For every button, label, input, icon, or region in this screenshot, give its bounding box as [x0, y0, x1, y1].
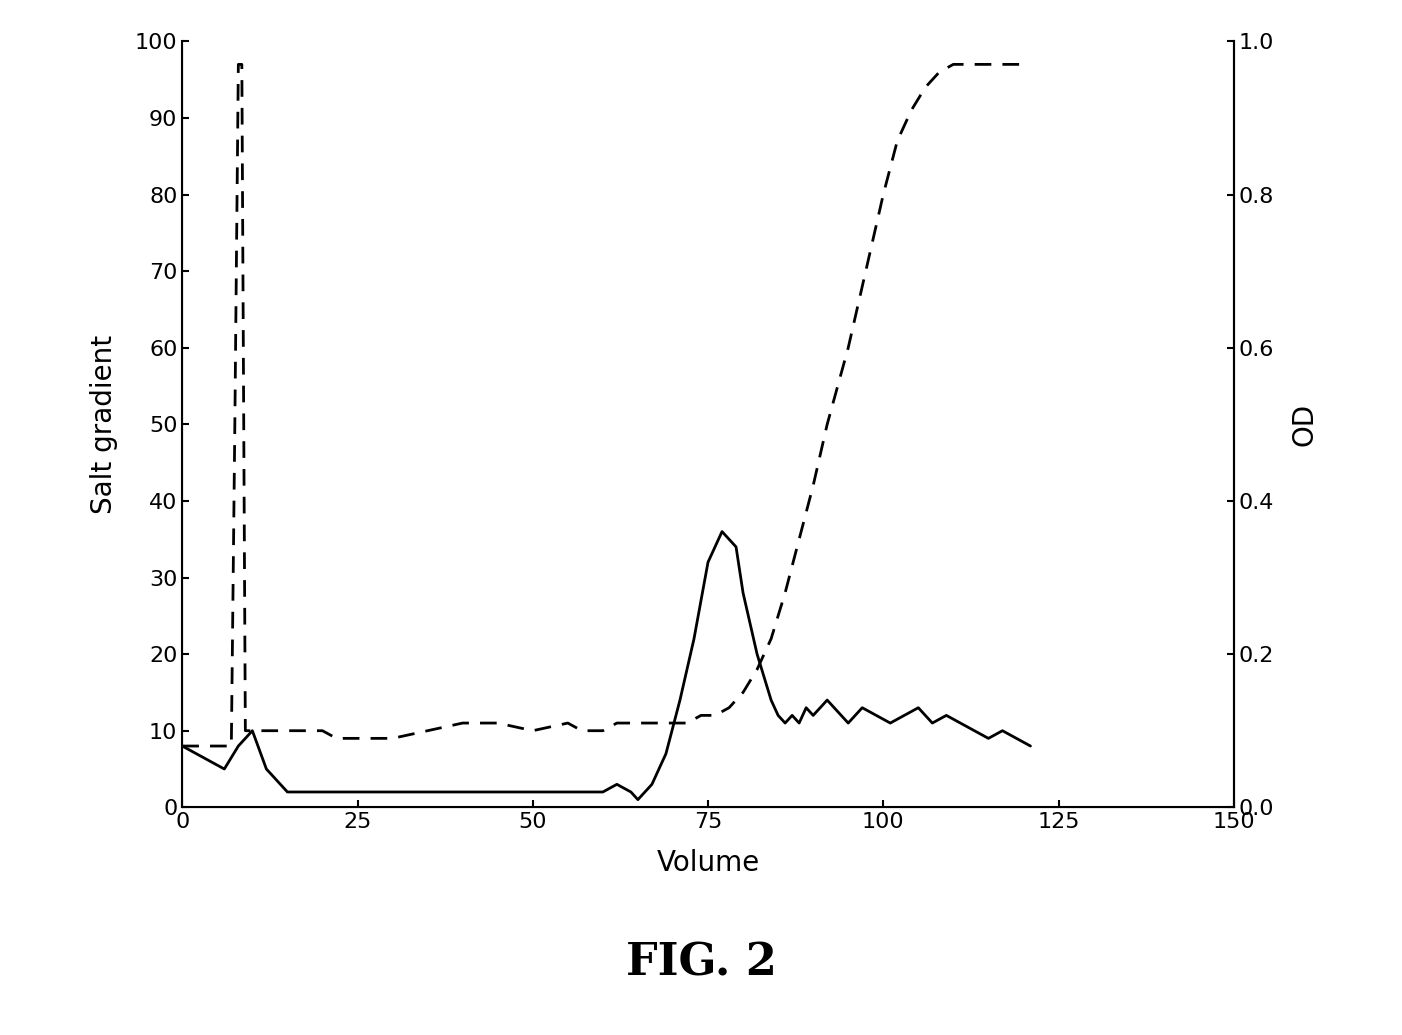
- Y-axis label: OD: OD: [1291, 403, 1319, 446]
- Y-axis label: Salt gradient: Salt gradient: [90, 334, 118, 514]
- Text: FIG. 2: FIG. 2: [625, 941, 777, 984]
- X-axis label: Volume: Volume: [656, 849, 760, 877]
